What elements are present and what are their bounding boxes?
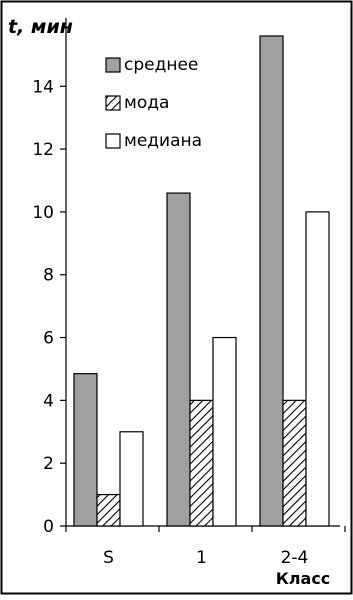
legend-swatch-0 <box>105 57 121 73</box>
bar-mode-1 <box>189 399 214 527</box>
bar-mode-2 <box>282 399 307 527</box>
y-tick-label: 2 <box>43 454 54 474</box>
bar-mean-1 <box>166 192 191 527</box>
legend-swatch-1 <box>105 95 121 111</box>
y-axis-title: t, мин <box>8 16 73 38</box>
legend-label-1: мода <box>124 93 169 113</box>
x-axis-title: Класс <box>276 569 331 588</box>
x-tick-label: S <box>103 548 114 568</box>
y-tick-label: 8 <box>43 266 54 286</box>
x-tick-label: 1 <box>196 548 207 568</box>
legend-label-0: среднее <box>124 55 198 75</box>
bar-median-1 <box>212 336 237 527</box>
bar-mean-0 <box>73 373 98 527</box>
bar-median-2 <box>305 211 330 527</box>
bar-median-0 <box>119 431 144 527</box>
y-tick-label: 4 <box>43 391 54 411</box>
y-tick-label: 14 <box>32 77 54 97</box>
y-tick-label: 6 <box>43 329 54 349</box>
y-tick-label: 12 <box>32 140 54 160</box>
y-tick-label: 10 <box>32 203 54 223</box>
bar-mode-0 <box>96 493 121 527</box>
bar-mean-2 <box>259 35 284 527</box>
y-tick-label: 0 <box>43 517 54 537</box>
legend-swatch-2 <box>105 133 121 149</box>
legend-label-2: медиана <box>124 131 202 151</box>
x-tick-label: 2-4 <box>281 548 309 568</box>
